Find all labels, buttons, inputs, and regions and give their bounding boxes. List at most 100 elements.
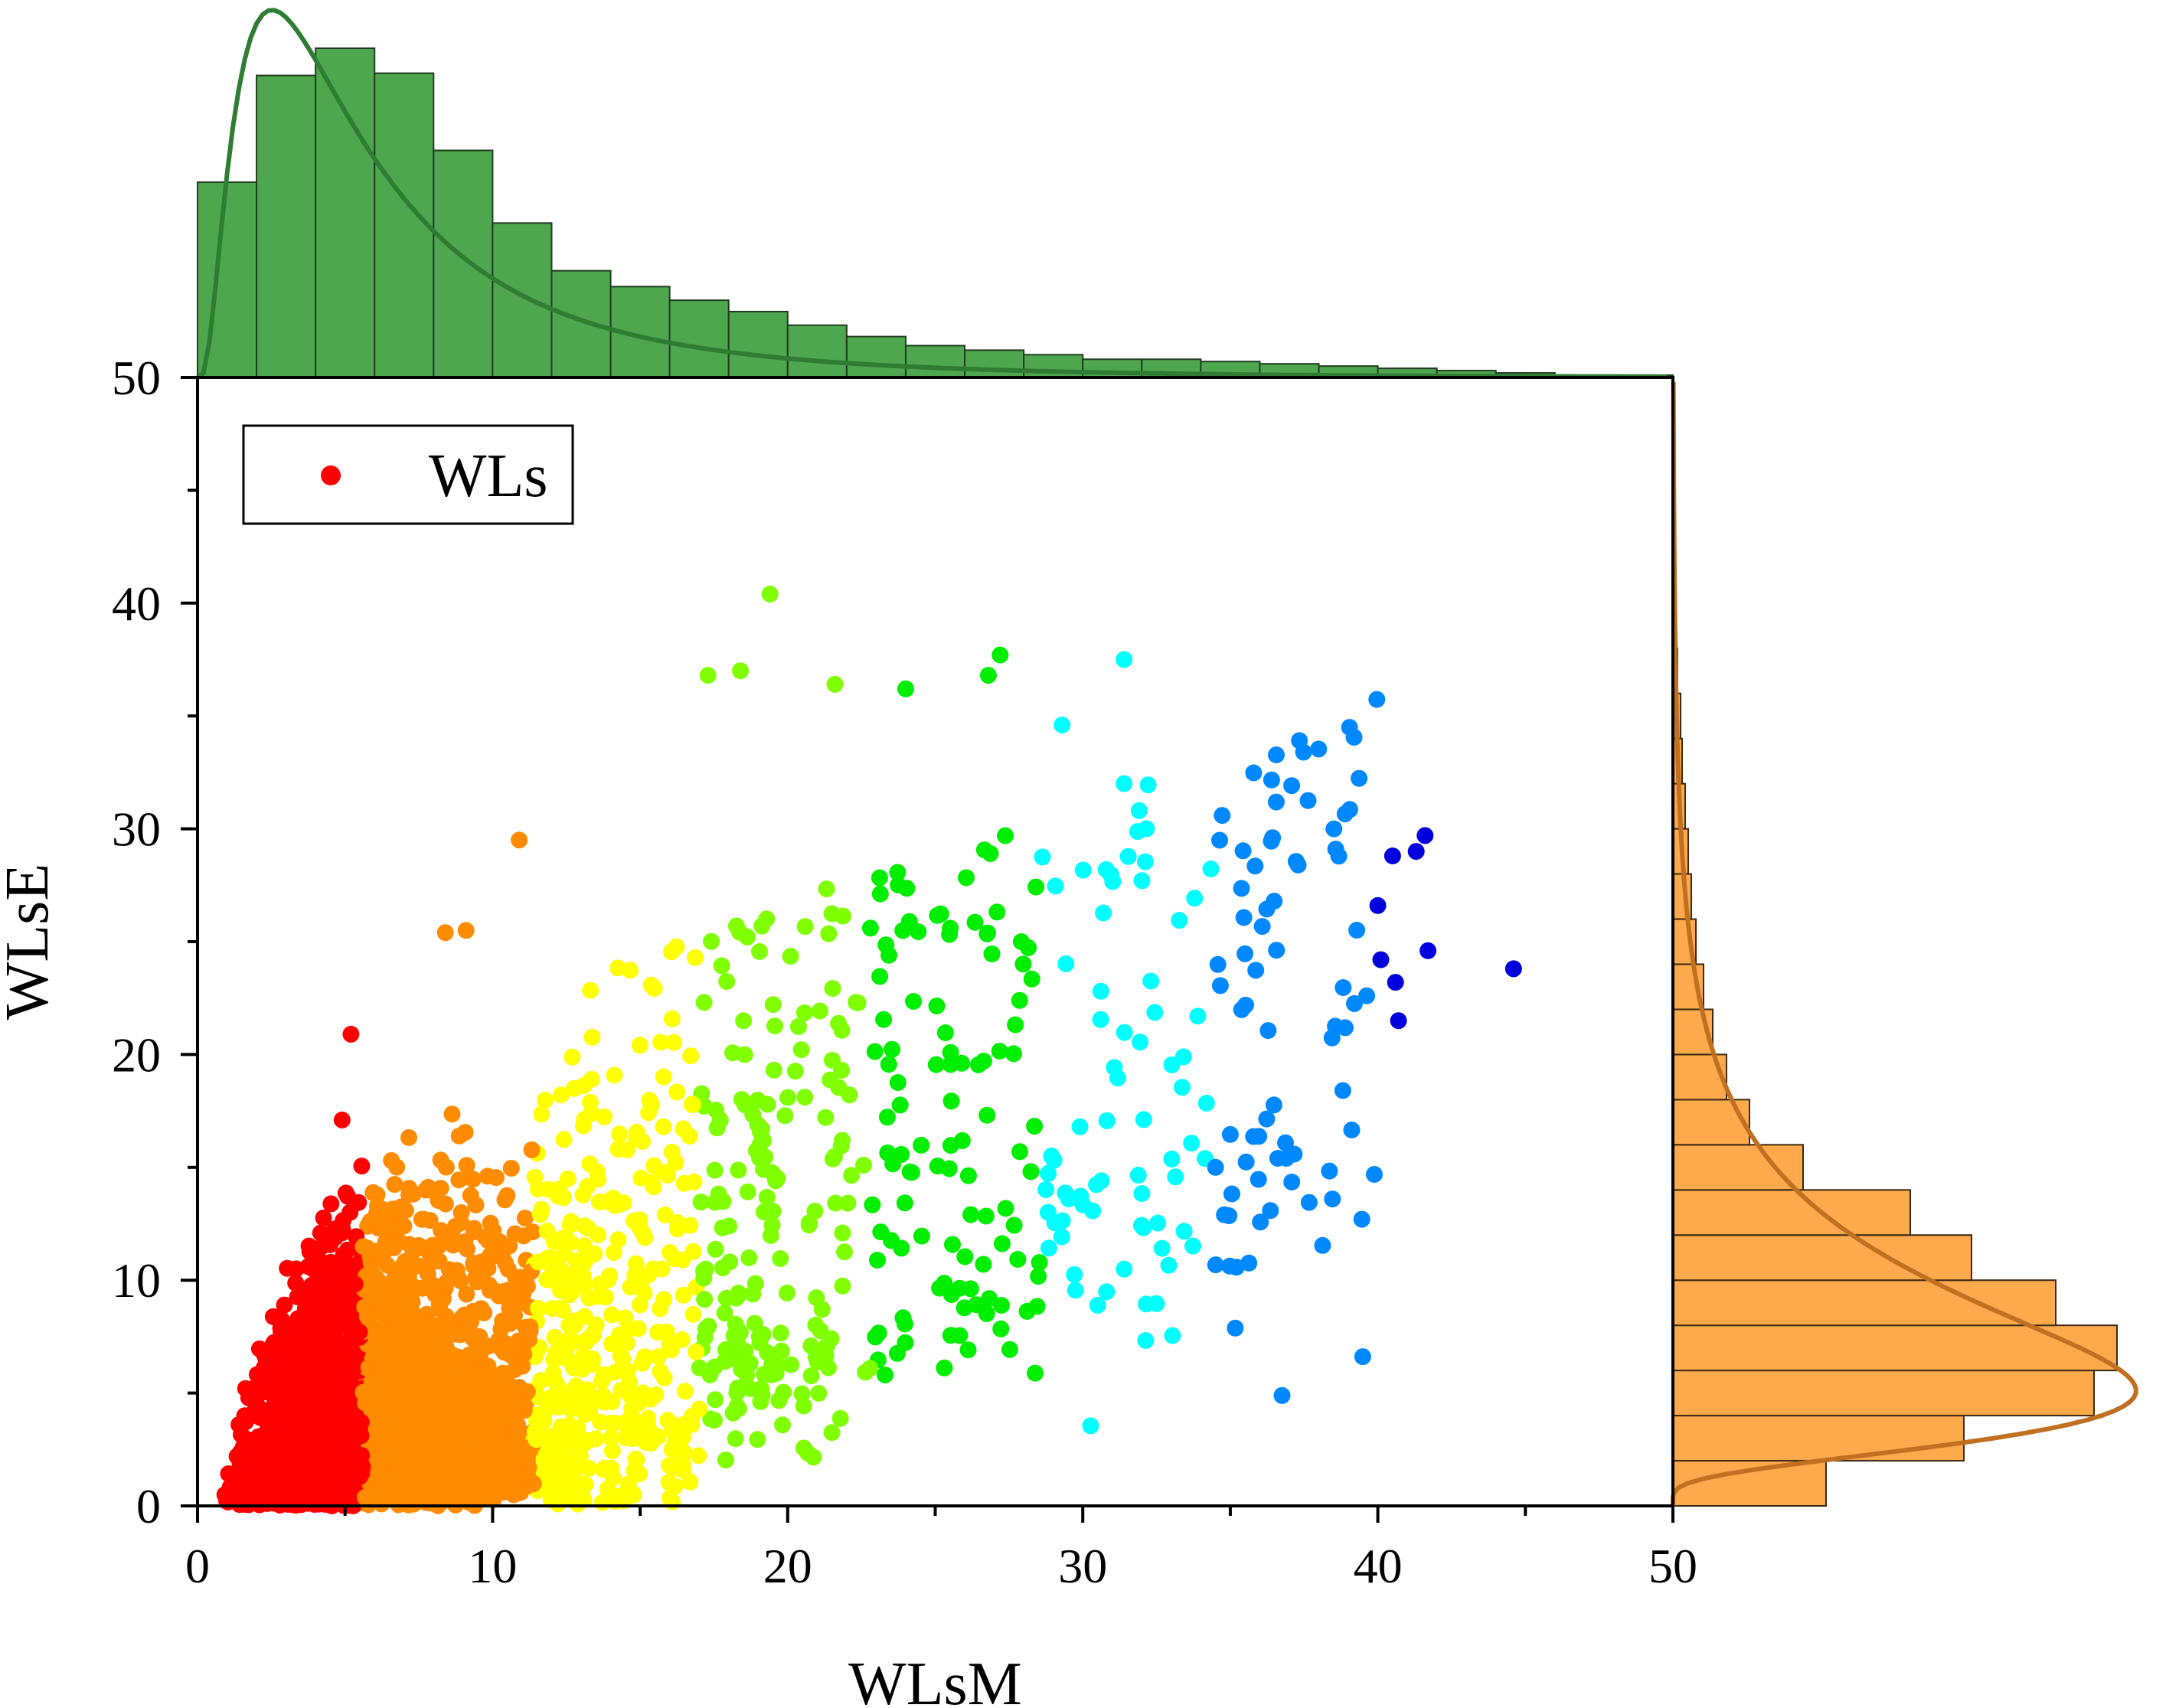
scatter-point <box>1020 939 1037 956</box>
scatter-point <box>991 646 1009 664</box>
scatter-point <box>501 1237 518 1255</box>
scatter-point <box>588 1163 606 1180</box>
scatter-point <box>1227 1319 1244 1337</box>
scatter-point <box>576 1217 593 1235</box>
scatter-point <box>1209 955 1227 973</box>
scatter-point <box>555 1131 573 1148</box>
scatter-point <box>753 917 771 935</box>
scatter-point <box>529 1253 547 1271</box>
scatter-point <box>1268 746 1285 763</box>
scatter-point <box>929 906 946 924</box>
scatter-point <box>1130 802 1148 819</box>
scatter-point <box>580 1399 597 1417</box>
scatter-point <box>546 1328 564 1346</box>
y-tick-label: 30 <box>112 802 161 857</box>
scatter-point <box>272 1319 289 1337</box>
scatter-point <box>368 1186 386 1203</box>
scatter-point <box>656 1206 674 1223</box>
scatter-point <box>1142 972 1160 990</box>
scatter-point <box>1174 1048 1192 1066</box>
scatter-point <box>555 1245 573 1262</box>
top-hist-bar <box>668 299 730 379</box>
scatter-point <box>997 827 1014 844</box>
scatter-point <box>753 1380 770 1397</box>
scatter-point <box>1351 769 1368 787</box>
right-hist-bar <box>1672 1460 1827 1507</box>
scatter-point <box>655 1068 672 1086</box>
scatter-point <box>786 1063 804 1080</box>
scatter-point <box>1327 841 1344 858</box>
scatter-point <box>944 1236 961 1253</box>
scatter-point <box>595 1366 613 1383</box>
scatter-point <box>1267 793 1285 811</box>
scatter-point <box>428 1317 446 1334</box>
scatter-point <box>559 1332 577 1349</box>
scatter-point <box>724 1044 741 1062</box>
scatter-point <box>681 1128 698 1145</box>
scatter-point <box>782 1356 799 1373</box>
scatter-point <box>1009 1251 1027 1268</box>
scatter-point <box>894 1309 912 1327</box>
scatter-point <box>1368 691 1386 708</box>
scatter-point <box>554 1348 571 1366</box>
scatter-point <box>655 1118 672 1135</box>
scatter-point <box>675 1286 692 1304</box>
scatter-point <box>979 924 996 942</box>
scatter-point <box>761 586 779 603</box>
scatter-point <box>675 1174 693 1192</box>
scatter-point <box>631 1296 648 1314</box>
scatter-point <box>1136 853 1154 870</box>
scatter-point <box>596 1459 613 1477</box>
scatter-point <box>494 1442 511 1459</box>
scatter-point <box>494 1386 511 1403</box>
scatter-point <box>440 1261 458 1279</box>
scatter-point <box>315 1209 332 1226</box>
scatter-point <box>465 1254 482 1272</box>
scatter-point <box>1129 1167 1147 1184</box>
scatter-point <box>501 1299 518 1317</box>
scatter-point <box>1345 729 1363 746</box>
scatter-point <box>854 1157 872 1174</box>
scatter-point <box>502 1159 520 1177</box>
scatter-point <box>1314 1236 1331 1254</box>
scatter-point <box>1214 807 1231 825</box>
scatter-point <box>871 968 889 985</box>
scatter-point <box>378 1256 396 1274</box>
scatter-point <box>1202 861 1220 877</box>
scatter-point <box>800 1217 818 1234</box>
scatter-point <box>1146 1004 1164 1021</box>
scatter-point <box>424 1432 442 1449</box>
scatter-point <box>824 1051 841 1069</box>
scatter-point <box>612 1487 629 1504</box>
scatter-point <box>276 1296 293 1314</box>
scatter-point <box>469 1344 486 1362</box>
scatter-point <box>674 1455 691 1473</box>
scatter-point <box>1007 1016 1024 1034</box>
scatter-point <box>1149 1214 1167 1232</box>
scatter-point <box>378 1308 396 1325</box>
scatter-point <box>1300 1194 1318 1211</box>
scatter-point <box>827 1194 844 1212</box>
scatter-point <box>1324 1190 1341 1208</box>
scatter-point <box>353 1158 371 1175</box>
scatter-point <box>744 1285 762 1303</box>
y-tick-label: 50 <box>112 351 161 405</box>
scatter-point <box>789 1017 807 1035</box>
scatter-point <box>354 1383 372 1401</box>
scatter-point <box>1246 857 1264 875</box>
scatter-point <box>535 1451 553 1468</box>
scatter-point <box>936 1275 953 1292</box>
scatter-point <box>831 1409 849 1427</box>
scatter-point <box>611 1125 629 1143</box>
scatter-point <box>975 841 993 859</box>
scatter-point <box>1372 951 1390 968</box>
scatter-point <box>550 1451 567 1468</box>
scatter-point <box>526 1168 544 1186</box>
scatter-point <box>1092 1011 1109 1028</box>
scatter-point <box>477 1436 495 1454</box>
scatter-point <box>1027 878 1045 896</box>
scatter-point <box>1366 1166 1383 1183</box>
scatter-point <box>889 1074 907 1091</box>
scatter-point <box>326 1264 344 1282</box>
scatter-point <box>383 1377 400 1394</box>
